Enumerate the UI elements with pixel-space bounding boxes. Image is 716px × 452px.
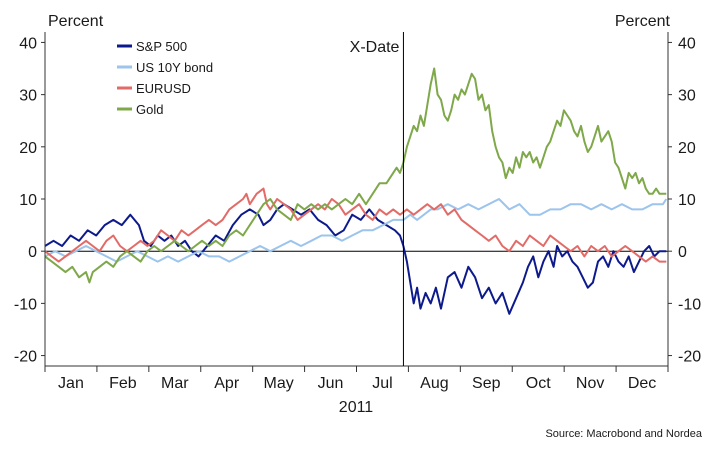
y-tick-label-right: 0: [678, 244, 687, 261]
x-tick-label: Nov: [576, 375, 604, 392]
x-tick-label: Jun: [318, 375, 344, 392]
legend-label: Gold: [136, 102, 163, 117]
x-date-label: X-Date: [350, 39, 400, 56]
x-tick-label: Sep: [472, 375, 501, 392]
x-tick-label: May: [264, 375, 294, 392]
right-axis-label: Percent: [615, 13, 671, 30]
x-tick-label: Aug: [420, 375, 448, 392]
y-tick-label-left: 10: [19, 192, 37, 209]
series-line-eurusd: [44, 187, 667, 263]
legend-label: US 10Y bond: [136, 60, 213, 75]
y-tick-label-right: -10: [678, 296, 701, 313]
legend-label: S&P 500: [136, 39, 187, 54]
y-tick-label-right: -20: [678, 349, 701, 366]
y-tick-label-left: 30: [19, 88, 37, 105]
y-tick-label-left: -10: [14, 296, 37, 313]
x-tick-label: Feb: [109, 375, 137, 392]
y-tick-label-left: 40: [19, 35, 37, 52]
left-axis-label: Percent: [48, 13, 104, 30]
x-tick-label: Apr: [214, 375, 240, 392]
y-tick-label-right: 20: [678, 140, 696, 157]
x-axis-title: 2011: [339, 399, 374, 416]
source-note: Source: Macrobond and Nordea: [545, 428, 702, 440]
x-tick-label: Dec: [628, 375, 656, 392]
legend-label: EURUSD: [136, 81, 191, 96]
x-tick-label: Jan: [58, 375, 84, 392]
y-tick-label-left: 20: [19, 140, 37, 157]
y-tick-label-left: -20: [14, 349, 37, 366]
y-tick-label-right: 40: [678, 35, 696, 52]
series-line-gold: [44, 67, 667, 284]
y-tick-label-right: 30: [678, 88, 696, 105]
x-tick-label: Oct: [526, 375, 551, 392]
y-tick-label-left: 0: [28, 244, 37, 261]
y-tick-label-right: 10: [678, 192, 696, 209]
series-line-us-10y-bond: [44, 198, 668, 263]
x-tick-label: Jul: [372, 375, 392, 392]
x-tick-label: Mar: [161, 375, 189, 392]
